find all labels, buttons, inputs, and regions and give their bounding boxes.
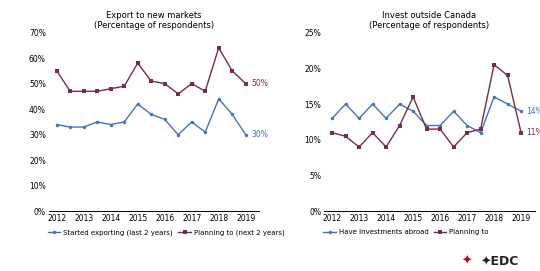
Text: 30%: 30% [251,130,268,139]
Text: 11%: 11% [526,128,540,137]
Text: 50%: 50% [251,79,268,88]
Legend: Have investments abroad, Planning to: Have investments abroad, Planning to [323,229,489,235]
Text: ✦EDC: ✦EDC [480,255,518,268]
Legend: Started exporting (last 2 years), Planning to (next 2 years): Started exporting (last 2 years), Planni… [48,229,285,236]
Title: Invest outside Canada
(Percentage of respondents): Invest outside Canada (Percentage of res… [369,11,489,30]
Title: Export to new markets
(Percentage of respondents): Export to new markets (Percentage of res… [94,11,214,30]
Text: 14%: 14% [526,107,540,116]
Text: ✦: ✦ [462,254,472,267]
